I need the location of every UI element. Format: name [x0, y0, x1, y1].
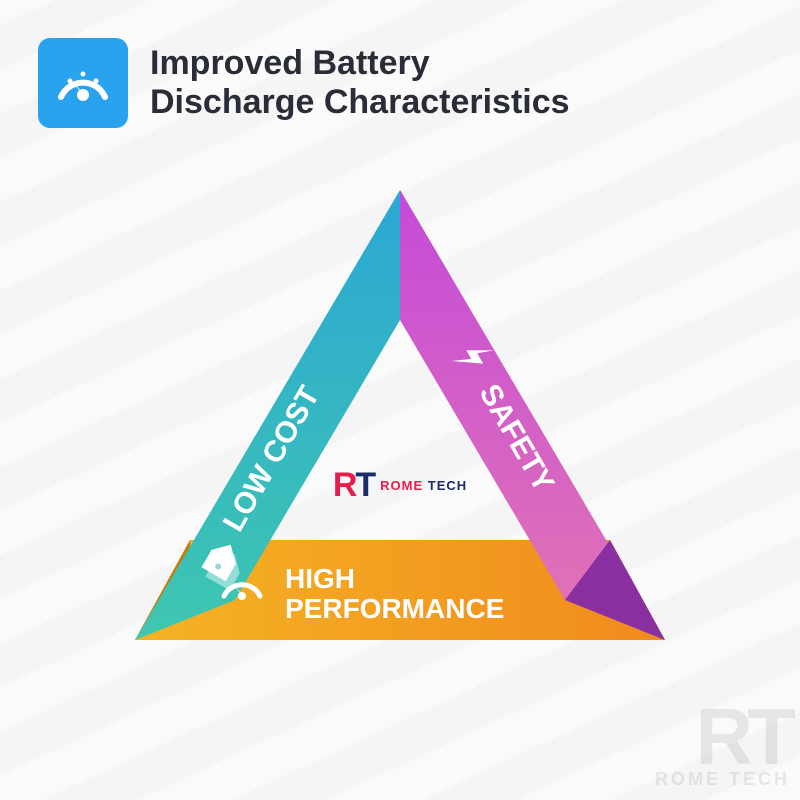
gauge-icon — [38, 38, 128, 128]
label-performance: PERFORMANCE — [285, 593, 504, 624]
title-line-1: Improved Battery — [150, 44, 570, 83]
watermark: RT ROME TECH — [655, 705, 790, 790]
header: Improved Battery Discharge Characteristi… — [38, 38, 570, 128]
brand-logo: RT ROME TECH — [333, 466, 467, 505]
logo-text: ROME TECH — [380, 478, 467, 493]
logo-rt-icon: RT — [333, 466, 374, 505]
page-title: Improved Battery Discharge Characteristi… — [150, 44, 570, 122]
triangle-infographic: LOW COST SAFETY HIGH PERFORMANCE RT ROME… — [0, 170, 800, 770]
label-high: HIGH — [285, 563, 355, 594]
title-line-2: Discharge Characteristics — [150, 83, 570, 122]
